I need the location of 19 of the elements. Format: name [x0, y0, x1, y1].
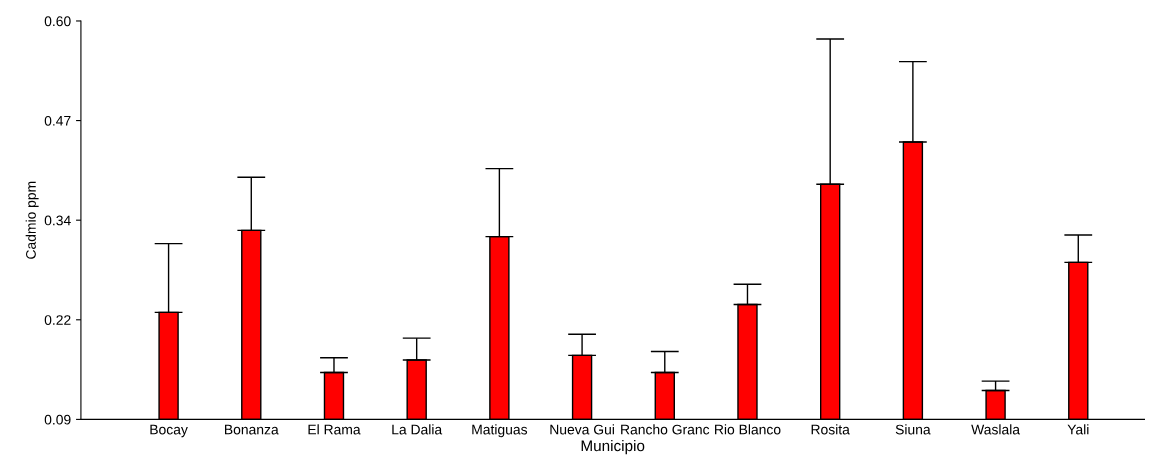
y-tick-label: 0.47 — [44, 115, 71, 126]
x-tick-label: El Rama — [308, 424, 361, 435]
y-axis-title: Cadmio ppm — [25, 181, 39, 259]
y-tick-label: 0.34 — [44, 215, 71, 226]
x-axis-title: Municipio — [581, 439, 645, 455]
x-tick-label: Bonanza — [225, 424, 279, 435]
x-tick-label: Siuna — [895, 424, 931, 435]
y-tick-label: 0.09 — [44, 414, 71, 425]
x-tick-label: Nueva Gui — [550, 424, 614, 435]
x-tick-label: La Dalia — [392, 424, 443, 435]
x-tick-label: Rosita — [811, 424, 850, 435]
x-tick-label: Matiguas — [472, 424, 528, 438]
y-tick-label: 0.60 — [44, 16, 71, 27]
y-tick-label: 0.22 — [44, 315, 71, 325]
x-tick-label: Bocay — [150, 424, 188, 438]
x-tick-label: Waslala — [971, 424, 1021, 435]
x-tick-label: Rancho Granc — [621, 424, 710, 435]
x-tick-label: Yali — [1067, 424, 1089, 435]
x-tick-label: Rio Blanco — [715, 424, 781, 435]
